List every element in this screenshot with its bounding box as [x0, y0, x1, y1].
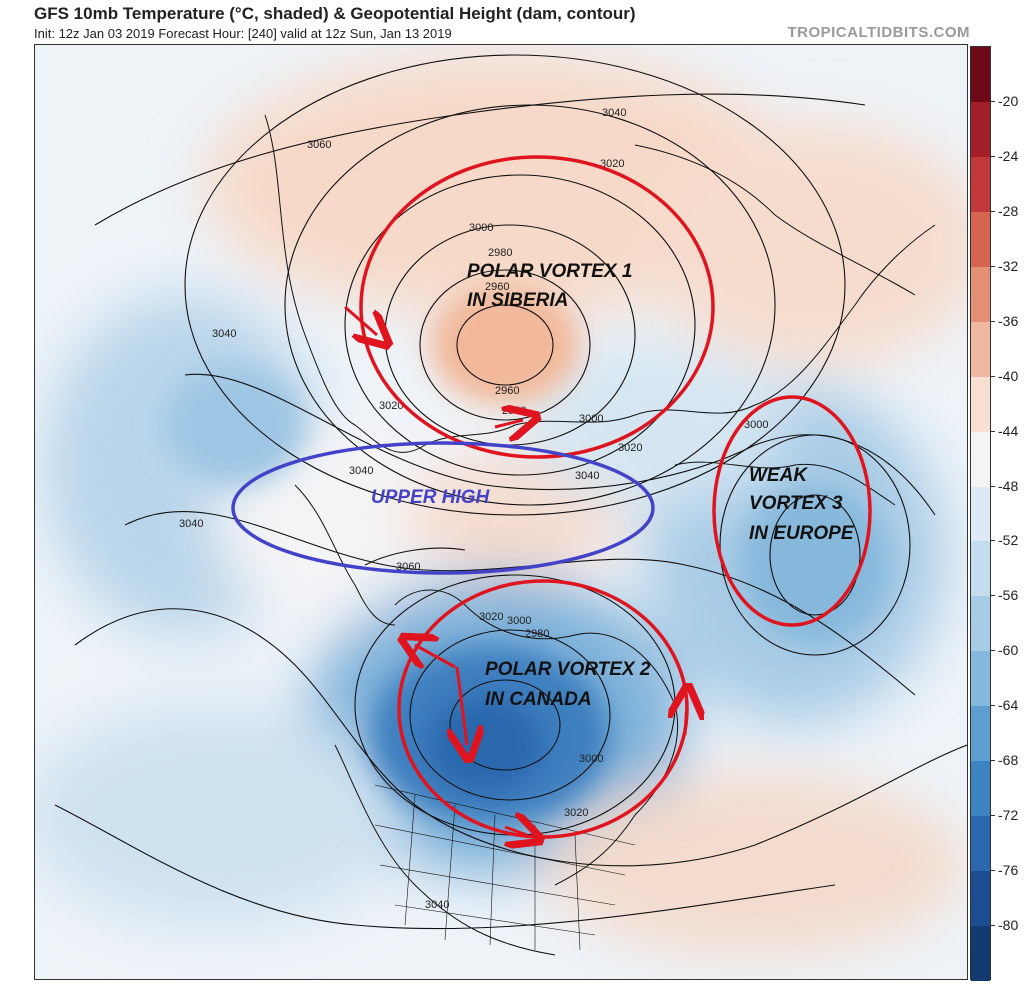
polar-vortex-1-circle [359, 155, 715, 459]
contour-label: 3000 [744, 419, 768, 431]
colorbar-tick [990, 760, 995, 762]
contour-label: 3040 [212, 328, 236, 340]
contour-label: 3060 [396, 561, 420, 573]
colorbar-tick [990, 155, 995, 157]
map-canvas: 3060 3040 3020 3000 2980 2960 2960 2980 … [25, 45, 985, 979]
arrow [457, 666, 467, 745]
contour-label: 3020 [600, 158, 624, 170]
colorbar-label: -60 [998, 642, 1019, 659]
contour-label: 3000 [469, 222, 493, 234]
contour-label: 3020 [379, 400, 403, 412]
colorbar-segment [971, 926, 990, 982]
contour-label: 2980 [488, 247, 512, 259]
arrow [344, 305, 377, 335]
colorbar-label: -24 [998, 147, 1019, 164]
contour-label: 3020 [564, 807, 588, 819]
colorbar-tick [990, 485, 995, 487]
colorbar-tick [990, 265, 995, 267]
colorbar-segment [971, 486, 990, 542]
contour-label: 3040 [179, 518, 203, 530]
polar-vortex-1-label: POLAR VORTEX 1 [467, 261, 632, 282]
arrow [685, 701, 687, 736]
colorbar-label: -44 [998, 422, 1019, 439]
contour-label: 3020 [479, 611, 503, 623]
polar-vortex-1-label: IN SIBERIA [467, 290, 568, 311]
colorbar-segment [971, 541, 990, 597]
colorbar-tick [990, 925, 995, 927]
colorbar-tick [990, 210, 995, 212]
annotation-text: POLAR VORTEX 1 IN SIBERIA UPPER HIGH WEA… [371, 261, 855, 710]
contour-label: 3000 [507, 615, 531, 627]
upper-high-circle [231, 441, 655, 575]
contour-label: 3060 [307, 139, 331, 151]
colorbar-label: -36 [998, 312, 1019, 329]
colorbar-segment [971, 596, 990, 652]
contour-label: 3000 [579, 413, 603, 425]
arrow [505, 827, 527, 835]
upper-high-label: UPPER HIGH [371, 487, 491, 508]
colorbar-label: -56 [998, 587, 1019, 604]
source-credit: TROPICALTIDBITS.COM [787, 24, 970, 41]
colorbar-segment [971, 871, 990, 927]
colorbar-segment [971, 321, 990, 378]
colorbar-tick [990, 595, 995, 597]
annotations [231, 155, 872, 837]
colorbar-segment [971, 651, 990, 707]
contour-label: 3040 [425, 899, 449, 911]
colorbar-segment [971, 816, 990, 872]
weak-vortex-3-label: WEAK [749, 465, 808, 486]
weak-vortex-3-label: IN EUROPE [749, 523, 855, 544]
colorbar-label: -52 [998, 532, 1019, 549]
arrow [494, 420, 523, 427]
colorbar-tick [990, 540, 995, 542]
contour-label: 2980 [502, 405, 526, 417]
colorbar-label: -20 [998, 92, 1019, 109]
contour-label: 3020 [618, 442, 642, 454]
contour-label: 2980 [525, 628, 549, 640]
temperature-colorbar [970, 46, 991, 982]
polar-vortex-2-label: IN CANADA [485, 689, 592, 710]
colorbar-label: -72 [998, 807, 1019, 824]
colorbar-segment [971, 706, 990, 762]
colorbar-segment [971, 156, 990, 213]
contour-label: 3000 [579, 753, 603, 765]
colorbar-tick [990, 430, 995, 432]
contour-label: 2960 [495, 385, 519, 397]
polar-vortex-2-label: POLAR VORTEX 2 [485, 659, 651, 680]
map-subtitle: Init: 12z Jan 03 2019 Forecast Hour: [24… [34, 26, 452, 41]
map-title: GFS 10mb Temperature (°C, shaded) & Geop… [34, 4, 636, 23]
colorbar-tick [990, 870, 995, 872]
colorbar-label: -64 [998, 697, 1019, 714]
colorbar-segment [971, 266, 990, 323]
colorbar-tick [990, 705, 995, 707]
colorbar-tick [990, 815, 995, 817]
state-borders [374, 784, 636, 951]
colorbar-tick [990, 100, 995, 102]
weak-vortex-3-circle [712, 395, 872, 627]
colorbar-tick [990, 320, 995, 322]
colorbar-tick [990, 375, 995, 377]
colorbar-tick [990, 650, 995, 652]
colorbar-label: -80 [998, 917, 1019, 934]
colorbar-segment [971, 376, 990, 433]
colorbar-segment [971, 211, 990, 268]
colorbar-label: -40 [998, 367, 1019, 384]
contour-label: 2960 [485, 281, 509, 293]
colorbar-label: -28 [998, 202, 1019, 219]
colorbar-segment [971, 101, 990, 158]
colorbar-label: -48 [998, 477, 1019, 494]
colorbar-segment [971, 761, 990, 817]
contour-label: 3040 [575, 470, 599, 482]
contour-label: 3040 [349, 465, 373, 477]
colorbar-segment [971, 431, 990, 488]
arrow [415, 645, 456, 667]
colorbar-label: -68 [998, 752, 1019, 769]
contour-label: 3040 [602, 107, 626, 119]
colorbar-label: -76 [998, 862, 1019, 879]
weather-map: 3060 3040 3020 3000 2980 2960 2960 2980 … [25, 44, 985, 980]
colorbar-label: -32 [998, 257, 1019, 274]
weak-vortex-3-label: VORTEX 3 [749, 493, 843, 514]
colorbar-segment [971, 47, 990, 103]
